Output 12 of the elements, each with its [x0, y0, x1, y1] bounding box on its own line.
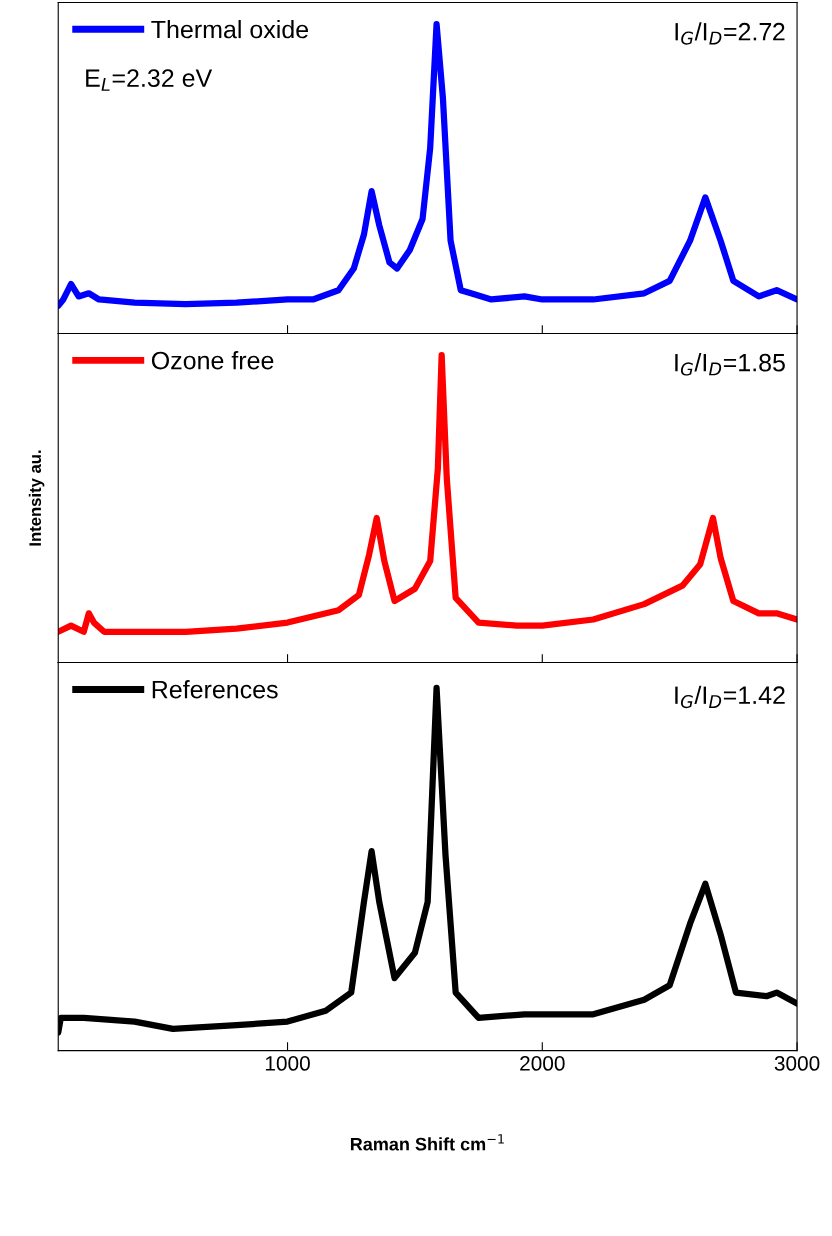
y-axis-title: Intensity au. [28, 450, 45, 546]
annotation: I$_{G}$/I$_{D}$=1.85 [675, 353, 785, 376]
annotation: E$_{L}$=2.32 eV [86, 69, 213, 91]
x-tick-label: 3000 [774, 1056, 820, 1071]
x-axis-title: Raman Shift cm$^{−1}$ [350, 1134, 504, 1151]
annotation: I$_{G}$/I$_{D}$=1.42 [675, 685, 785, 709]
legend-label: References [152, 680, 278, 699]
legend-label: Thermal oxide [151, 19, 309, 39]
x-tick-label: 2000 [520, 1056, 565, 1071]
annotation: I$_{G}$/I$_{D}$=2.72 [675, 22, 785, 45]
legend-label: Ozone free [151, 351, 274, 370]
x-tick-label: 1000 [265, 1056, 310, 1071]
